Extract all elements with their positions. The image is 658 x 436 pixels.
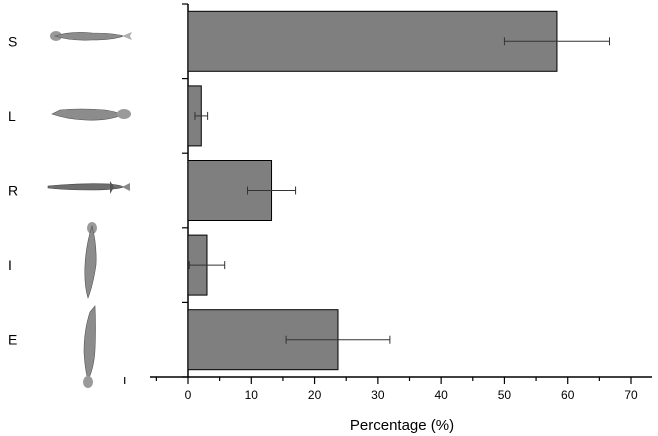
fish-horizontal-head-left-icon	[50, 31, 132, 41]
bar-S	[187, 10, 558, 72]
category-label-E: E	[8, 332, 17, 348]
category-label-L: L	[8, 108, 16, 124]
fish-vertical-head-down-icon	[83, 305, 96, 388]
x-tick-label: 60	[561, 388, 575, 402]
fish-horizontal-head-right-icon	[51, 108, 131, 121]
category-label-S: S	[8, 33, 17, 49]
category-label-I: I	[8, 257, 12, 273]
bars	[187, 10, 558, 371]
x-tick-label: 30	[371, 388, 385, 402]
fish-vertical-head-up-icon	[84, 222, 97, 299]
x-ticks: 0 10 20 30 40 50 60 70	[124, 377, 638, 402]
x-axis-title: Percentage (%)	[350, 417, 454, 434]
x-tick-label: 40	[434, 388, 448, 402]
error-bars	[188, 37, 610, 344]
x-tick-label: 0	[185, 388, 192, 402]
x-tick-label: 10	[245, 388, 259, 402]
category-labels: S L R I E	[8, 33, 18, 347]
fish-horizontal-slim-icon	[47, 181, 130, 194]
x-tick-label: 50	[498, 388, 512, 402]
category-label-R: R	[8, 183, 18, 199]
x-tick-label: 20	[308, 388, 322, 402]
x-tick-label: 70	[624, 388, 638, 402]
